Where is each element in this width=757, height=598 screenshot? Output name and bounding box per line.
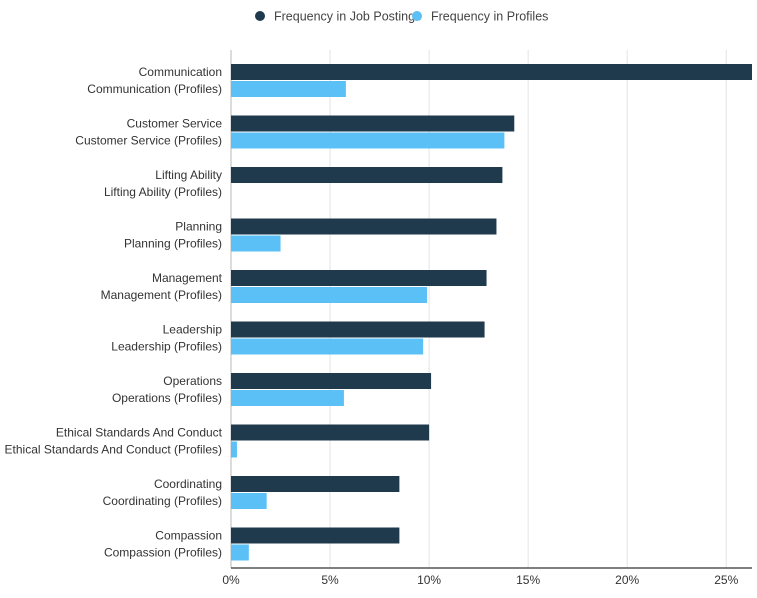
bar-profiles: [231, 441, 237, 458]
category-label: Operations: [163, 374, 222, 388]
bar-profiles: [231, 493, 267, 509]
bar-job-postings: [231, 270, 487, 286]
bar-job-postings: [231, 115, 515, 132]
category-profiles-label: Ethical Standards And Conduct (Profiles): [5, 443, 222, 457]
bar-profiles: [231, 235, 281, 252]
x-tick-label: 20%: [615, 573, 639, 587]
category-label: Communication: [139, 65, 222, 79]
category-label: Coordinating: [154, 477, 222, 491]
bar-job-postings: [231, 424, 430, 441]
x-tick-label: 10%: [417, 573, 441, 587]
category-label: Compassion: [155, 529, 222, 543]
x-tick-label: 15%: [516, 573, 540, 587]
bar-job-postings: [231, 527, 400, 544]
legend-label-job-postings: Frequency in Job Postings: [274, 10, 421, 24]
x-tick-label: 0%: [222, 573, 240, 587]
category-profiles-label: Compassion (Profiles): [104, 546, 222, 560]
category-profiles-label: Management (Profiles): [101, 288, 222, 302]
legend-label-profiles: Frequency in Profiles: [431, 10, 548, 24]
x-tick-label: 5%: [321, 573, 339, 587]
category-profiles-label: Operations (Profiles): [112, 391, 222, 405]
category-label: Customer Service: [127, 117, 223, 131]
category-profiles-label: Communication (Profiles): [87, 82, 222, 96]
legend-marker-profiles: [412, 11, 422, 21]
bar-profiles: [231, 132, 505, 149]
bar-job-postings: [231, 321, 485, 338]
category-label: Ethical Standards And Conduct: [56, 426, 223, 440]
x-tick-label: 25%: [714, 573, 738, 587]
bar-profiles: [231, 390, 344, 406]
category-profiles-label: Planning (Profiles): [124, 237, 222, 251]
bar-profiles: [231, 544, 249, 561]
category-profiles-label: Leadership (Profiles): [111, 340, 222, 354]
bar-job-postings: [231, 476, 400, 492]
bar-job-postings: [231, 64, 752, 80]
category-profiles-label: Lifting Ability (Profiles): [104, 185, 222, 199]
category-label: Management: [152, 271, 223, 285]
bar-job-postings: [231, 167, 503, 183]
bar-profiles: [231, 287, 428, 303]
bar-profiles: [231, 338, 424, 355]
category-label: Planning: [175, 220, 222, 234]
bar-profiles: [231, 81, 346, 97]
category-profiles-label: Coordinating (Profiles): [103, 494, 222, 508]
category-label: Leadership: [163, 323, 223, 337]
bar-job-postings: [231, 218, 497, 235]
category-profiles-label: Customer Service (Profiles): [75, 134, 222, 148]
category-label: Lifting Ability: [155, 168, 222, 182]
bar-job-postings: [231, 373, 432, 389]
legend-marker-job-postings: [255, 11, 265, 21]
